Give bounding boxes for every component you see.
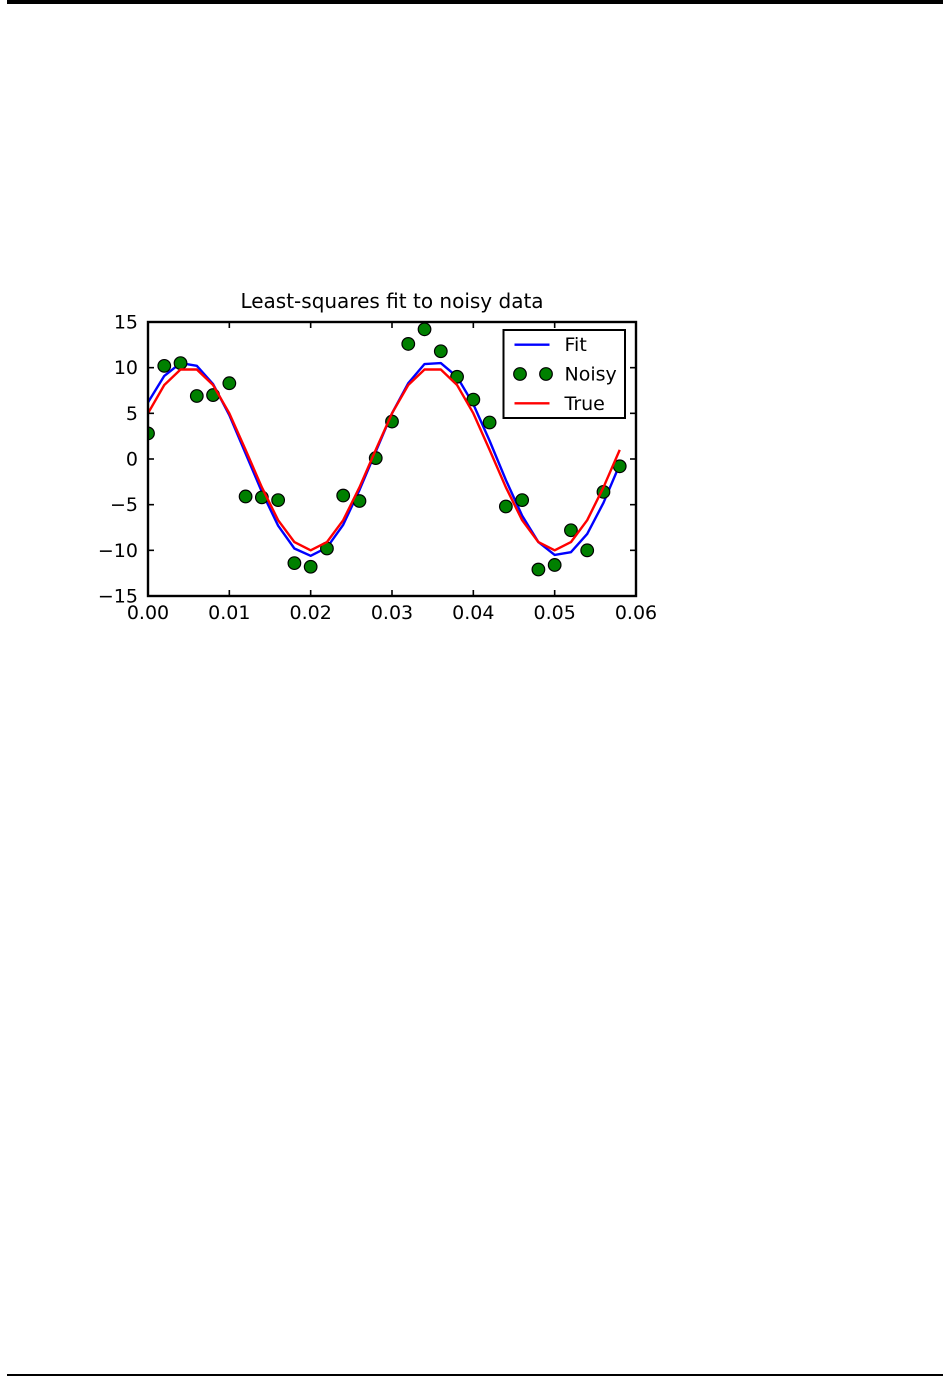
data-point xyxy=(547,558,562,572)
true-line xyxy=(148,368,621,552)
figure: Least-squares fit to noisy data 0.00 0.01… xyxy=(98,289,657,625)
data-point xyxy=(401,337,416,351)
legend-label-fit: Fit xyxy=(565,334,587,356)
data-point xyxy=(238,489,253,504)
x-tick-label: 0.06 xyxy=(615,602,657,624)
data-point xyxy=(450,369,464,384)
data-point xyxy=(498,499,513,514)
data-point xyxy=(157,358,172,373)
y-tick-label: −10 xyxy=(98,540,138,562)
data-point xyxy=(189,389,204,403)
chart-title: Least-squares fit to noisy data xyxy=(240,289,543,313)
data-point xyxy=(564,523,578,538)
y-tick-label: 5 xyxy=(126,403,138,425)
data-point xyxy=(482,415,497,430)
x-tick-label: 0.00 xyxy=(127,602,169,624)
data-point xyxy=(417,322,432,337)
y-tick-label: 10 xyxy=(114,357,138,379)
data-point xyxy=(287,556,302,571)
data-point xyxy=(303,559,318,574)
data-point xyxy=(580,543,595,558)
data-point xyxy=(173,356,188,371)
legend-marker-noisy xyxy=(513,367,527,381)
data-point xyxy=(271,493,286,508)
y-tick-label: −15 xyxy=(98,586,138,608)
noisy-points xyxy=(148,322,627,577)
bottom-rule xyxy=(7,1374,943,1376)
x-tick-label: 0.02 xyxy=(290,602,332,624)
legend-marker-noisy xyxy=(539,367,553,381)
data-point xyxy=(433,344,448,359)
x-tick-label: 0.04 xyxy=(452,602,494,624)
data-point xyxy=(466,392,481,407)
data-point xyxy=(336,488,351,503)
plot-axes: 0.00 0.01 0.02 0.03 0.04 0.05 0.06 15 10 5 0 −5 −10 −… xyxy=(98,312,657,625)
x-tick-label: 0.05 xyxy=(534,602,576,624)
y-tick-label: 15 xyxy=(114,312,138,334)
chart: Least-squares fit to noisy data 0.00 0.01… xyxy=(98,289,657,625)
data-point xyxy=(222,376,237,391)
legend-label-true: True xyxy=(564,393,605,415)
x-tick-label: 0.03 xyxy=(371,602,413,624)
top-rule xyxy=(7,0,943,4)
x-tick-label: 0.01 xyxy=(208,602,250,624)
y-tick-label: 0 xyxy=(126,449,138,471)
y-tick-label: −5 xyxy=(110,494,138,516)
plot-series xyxy=(148,322,627,577)
legend: Fit Noisy True xyxy=(502,329,626,419)
data-point xyxy=(531,562,546,577)
data-point xyxy=(515,493,530,508)
data-point xyxy=(148,426,155,441)
legend-label-noisy: Noisy xyxy=(565,364,617,386)
